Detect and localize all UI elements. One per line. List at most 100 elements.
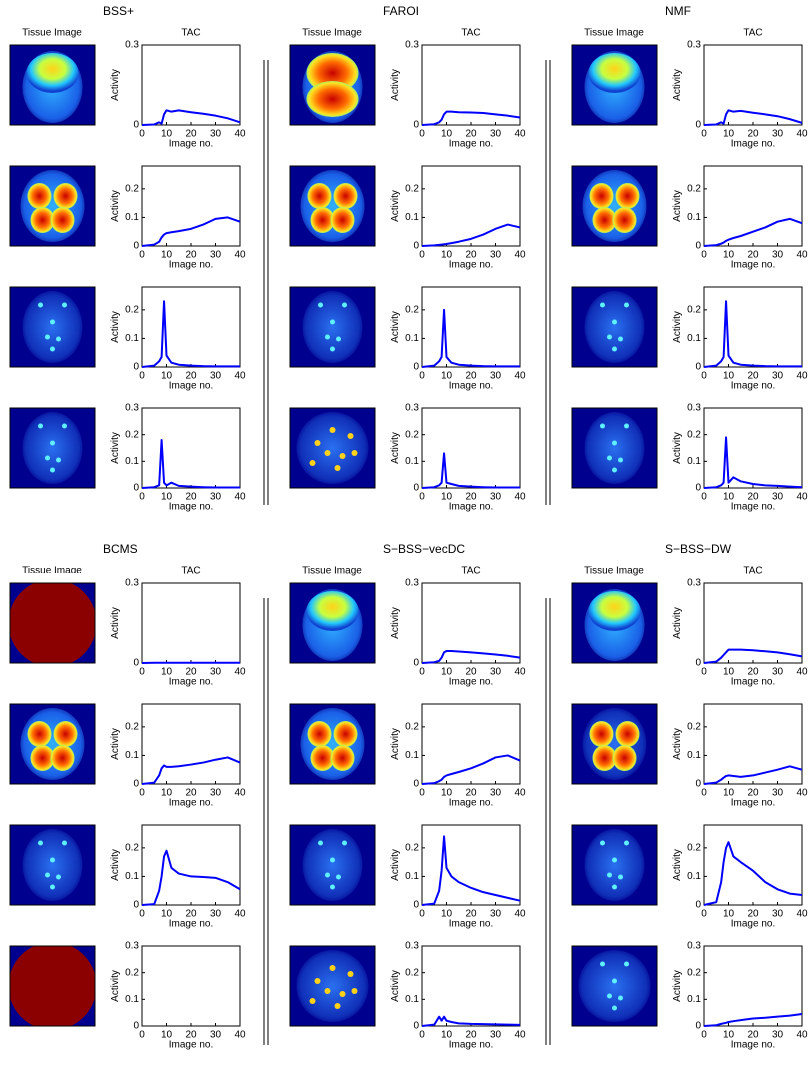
y-tick-label: 0.1 xyxy=(687,871,701,882)
image-spot xyxy=(618,996,623,1001)
tissue-image xyxy=(290,287,375,367)
tissue-image xyxy=(290,825,375,905)
x-tick-label: 40 xyxy=(514,909,526,920)
tissue-image xyxy=(10,287,95,367)
y-tick-label: 0.3 xyxy=(405,578,419,589)
image-header: Tissue Image xyxy=(302,28,362,39)
image-head xyxy=(585,829,645,901)
x-tick-label: 40 xyxy=(796,1030,808,1041)
image-header: Tissue Image xyxy=(22,28,82,39)
x-axis-label: Image no. xyxy=(731,798,775,809)
image-spot xyxy=(612,1006,617,1011)
plot-frame xyxy=(422,408,520,488)
x-tick-label: 0 xyxy=(701,1030,707,1041)
image-head xyxy=(585,412,645,484)
tac-header: TAC xyxy=(181,28,200,39)
x-axis-label: Image no. xyxy=(449,502,493,513)
y-axis-label: Activity xyxy=(672,728,683,760)
image-head xyxy=(23,291,83,363)
y-tick-label: 0.1 xyxy=(687,994,701,1005)
image-head xyxy=(303,829,363,901)
tac-header: TAC xyxy=(743,566,762,577)
image-cortex xyxy=(589,591,641,631)
plot-frame xyxy=(142,166,240,246)
image-spot xyxy=(330,427,336,433)
y-tick-label: 0 xyxy=(133,1021,139,1032)
y-tick-label: 0 xyxy=(413,241,419,252)
y-tick-label: 0.2 xyxy=(687,304,701,315)
image-spot xyxy=(325,988,331,994)
plot-frame xyxy=(704,166,802,246)
image-spot xyxy=(348,433,354,439)
y-tick-label: 0 xyxy=(413,900,419,911)
image-spot xyxy=(318,841,323,846)
image-cortex xyxy=(589,53,641,93)
tissue-image xyxy=(572,408,657,488)
y-axis-label: Activity xyxy=(390,849,401,881)
x-axis-label: Image no. xyxy=(449,919,493,930)
plot-frame xyxy=(704,408,802,488)
x-tick-label: 40 xyxy=(796,129,808,140)
y-axis-label: Activity xyxy=(672,190,683,222)
y-tick-label: 0.3 xyxy=(125,40,139,51)
panel-title: BSS+ xyxy=(103,4,134,18)
tissue-image xyxy=(10,825,95,905)
x-tick-label: 40 xyxy=(796,667,808,678)
x-tick-label: 0 xyxy=(701,371,707,382)
image-spot xyxy=(62,841,67,846)
x-tick-label: 40 xyxy=(514,492,526,503)
x-tick-label: 0 xyxy=(419,1030,425,1041)
x-axis-label: Image no. xyxy=(169,798,213,809)
x-tick-label: 0 xyxy=(419,250,425,261)
y-tick-label: 0.3 xyxy=(125,578,139,589)
tissue-image xyxy=(290,583,375,663)
x-tick-label: 0 xyxy=(139,250,145,261)
image-spot xyxy=(348,971,354,977)
image-spot xyxy=(56,337,61,342)
y-tick-label: 0.2 xyxy=(125,842,139,853)
image-spot xyxy=(310,998,316,1004)
image-spot xyxy=(600,303,605,308)
image-spot xyxy=(624,962,629,967)
image-spot xyxy=(50,320,55,325)
image-lobe xyxy=(51,745,75,771)
panel-title: S−BSS−vecDC xyxy=(383,542,465,556)
tissue-image xyxy=(572,825,657,905)
x-tick-label: 0 xyxy=(419,788,425,799)
x-axis-label: Image no. xyxy=(731,502,775,513)
x-tick-label: 0 xyxy=(419,129,425,140)
tissue-image xyxy=(290,408,375,488)
y-tick-label: 0.2 xyxy=(125,721,139,732)
image-lobe xyxy=(331,207,355,233)
image-head xyxy=(23,829,83,901)
image-spot xyxy=(56,875,61,880)
x-axis-label: Image no. xyxy=(449,260,493,271)
y-tick-label: 0 xyxy=(695,483,701,494)
x-tick-label: 40 xyxy=(514,250,526,261)
image-spot xyxy=(342,303,347,308)
image-spot xyxy=(612,441,617,446)
x-tick-label: 0 xyxy=(139,129,145,140)
y-tick-label: 0 xyxy=(413,362,419,373)
image-spot xyxy=(315,440,321,446)
image-spot xyxy=(310,460,316,466)
tac-header: TAC xyxy=(461,28,480,39)
x-tick-label: 0 xyxy=(139,788,145,799)
x-tick-label: 40 xyxy=(234,371,246,382)
x-tick-label: 0 xyxy=(139,371,145,382)
y-tick-label: 0 xyxy=(133,362,139,373)
image-spot xyxy=(618,458,623,463)
tissue-image xyxy=(572,287,657,367)
plot-frame xyxy=(704,946,802,1026)
x-axis-label: Image no. xyxy=(731,1040,775,1051)
image-disk xyxy=(9,942,97,1030)
image-spot xyxy=(50,441,55,446)
x-tick-label: 40 xyxy=(796,492,808,503)
image-head xyxy=(585,291,645,363)
image-spot xyxy=(607,456,612,461)
